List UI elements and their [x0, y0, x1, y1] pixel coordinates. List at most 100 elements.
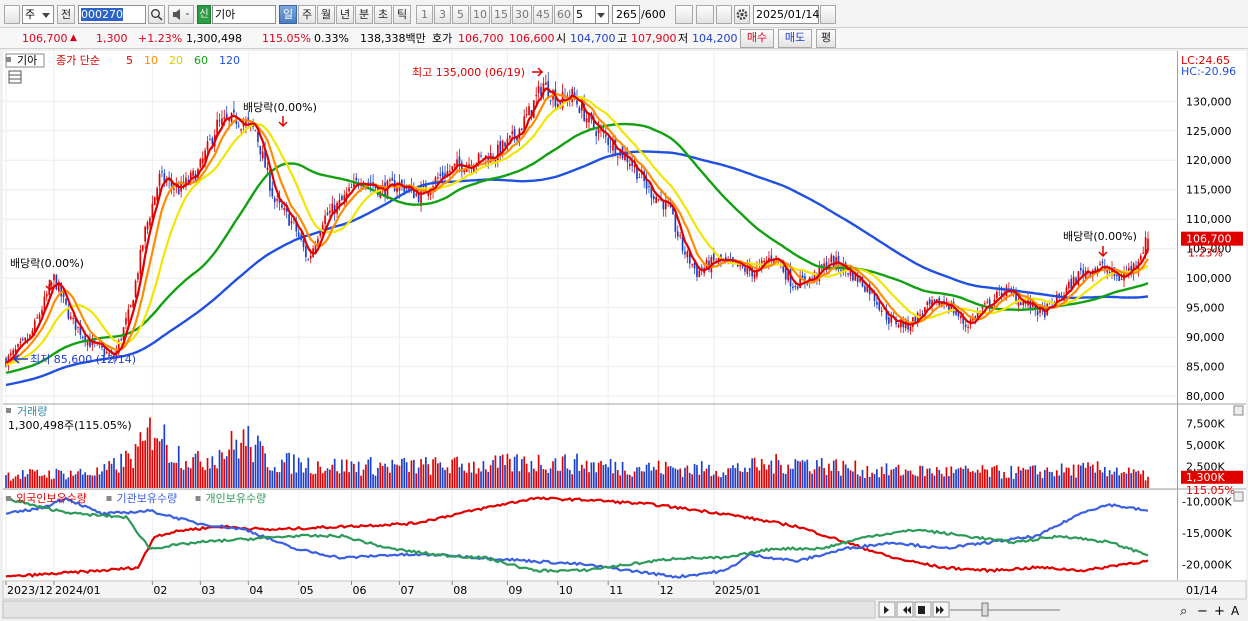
interval-tab-6[interactable]: 45: [533, 5, 553, 24]
period-tab-4[interactable]: 분: [355, 5, 373, 24]
candle-body: [413, 186, 415, 199]
volume-bar: [780, 464, 782, 488]
volume-bar: [209, 468, 211, 488]
volume-bar: [408, 471, 410, 488]
volume-bar: [9, 480, 12, 488]
candle-body: [84, 335, 87, 343]
chart-svg[interactable]: 130,000125,000120,000115,000110,000105,0…: [0, 50, 1248, 621]
up-triangle-icon: ▲: [70, 33, 77, 43]
holdings-close-icon: [1233, 491, 1244, 502]
candle-icon[interactable]: [675, 5, 693, 24]
market-select[interactable]: 주: [22, 5, 54, 24]
volume-bar: [655, 469, 658, 488]
candle-body: [849, 269, 852, 276]
layout-icon[interactable]: [4, 5, 20, 24]
save-icon[interactable]: [716, 5, 732, 24]
interval-tab-3[interactable]: 10: [470, 5, 490, 24]
volume-bar: [784, 473, 787, 488]
code-dropdown-icon[interactable]: [133, 5, 146, 24]
calendar-icon[interactable]: [820, 5, 836, 24]
period-tab-0[interactable]: 일: [279, 5, 297, 24]
volume-bar: [1125, 473, 1128, 488]
price-tick-label: 100,000: [1186, 272, 1232, 285]
volume-bar: [804, 461, 806, 488]
candle-body: [664, 200, 667, 210]
holdings-line-foreign: [5, 496, 1149, 578]
x-tick-label: 03: [201, 584, 215, 597]
interval-tab-0[interactable]: 1: [416, 5, 433, 24]
sell-button[interactable]: 매도: [778, 29, 812, 48]
volume-bar: [14, 476, 17, 488]
volume-bar: [609, 458, 612, 488]
candle-body: [600, 129, 602, 131]
candle-body: [1144, 237, 1147, 255]
volume-bar: [818, 466, 821, 488]
period-tab-6[interactable]: 틱: [393, 5, 411, 24]
period-tab-2[interactable]: 월: [317, 5, 335, 24]
volume-bar: [518, 471, 521, 488]
candle-body: [955, 310, 957, 315]
search-icon[interactable]: [148, 5, 165, 24]
gear-icon[interactable]: [734, 5, 750, 24]
candle-body: [1072, 276, 1075, 288]
candle-body: [449, 170, 451, 172]
stop-glyph: [918, 606, 925, 614]
eval-button[interactable]: 평: [816, 29, 836, 48]
interval-tabs: 1 3 5 10 15 30 45 60: [416, 5, 574, 24]
volume-bar: [940, 473, 943, 488]
volume-bar: [820, 458, 823, 488]
volume-bar: [281, 459, 283, 488]
candle-body: [41, 309, 43, 315]
draw-tool-icon[interactable]: [696, 5, 714, 24]
candle-body: [506, 138, 509, 146]
volume-bar: [868, 476, 871, 488]
volume-bar: [93, 475, 96, 488]
volume-bar: [1010, 465, 1013, 488]
volume-bar: [744, 467, 746, 488]
candle-body: [446, 170, 449, 177]
volume-bar: [79, 468, 82, 488]
volume-bar: [876, 469, 878, 488]
period-tab-1[interactable]: 주: [298, 5, 316, 24]
candle-body: [513, 129, 516, 139]
volume-bar: [580, 464, 583, 488]
interval-tab-2[interactable]: 5: [452, 5, 469, 24]
volume-bar: [1058, 475, 1061, 488]
interval-tab-5[interactable]: 30: [512, 5, 532, 24]
volume-bar: [1005, 477, 1008, 488]
candle-body: [549, 99, 552, 101]
period-tab-3[interactable]: 년: [336, 5, 354, 24]
candle-body: [137, 273, 139, 280]
volume-bar: [425, 457, 427, 488]
volume-bar: [672, 467, 674, 488]
volume-value: 1,300,498주(115.05%): [8, 419, 132, 432]
candle-body: [177, 187, 180, 195]
candle-body: [770, 255, 773, 261]
candle-body: [645, 179, 648, 189]
candle-body: [1101, 261, 1104, 264]
interval-tab-1[interactable]: 3: [434, 5, 451, 24]
period-tab-5[interactable]: 초: [374, 5, 392, 24]
stock-name-field[interactable]: 기아: [212, 5, 276, 24]
volume-bar: [513, 456, 516, 488]
candle-body: [535, 95, 538, 97]
code-input[interactable]: 000270: [78, 5, 146, 24]
count-input[interactable]: 265: [612, 5, 640, 24]
volume-bar: [194, 453, 197, 488]
buy-button[interactable]: 매수: [740, 29, 774, 48]
volume-bar: [242, 429, 245, 488]
candle-body: [77, 326, 79, 328]
interval-dropdown[interactable]: [595, 5, 609, 24]
volume-bar: [967, 468, 969, 488]
speaker-icon[interactable]: [168, 5, 194, 24]
interval-tab-4[interactable]: 15: [491, 5, 511, 24]
volume-bar: [832, 460, 835, 488]
volume-bar: [401, 458, 403, 488]
prev-button[interactable]: 전: [57, 5, 75, 24]
volume-bar: [235, 439, 238, 488]
interval-value[interactable]: 5: [573, 5, 597, 24]
candle-body: [204, 150, 206, 162]
date-field[interactable]: 2025/01/14: [753, 5, 819, 24]
interval-tab-7[interactable]: 60: [554, 5, 574, 24]
volume-bar: [81, 474, 84, 488]
